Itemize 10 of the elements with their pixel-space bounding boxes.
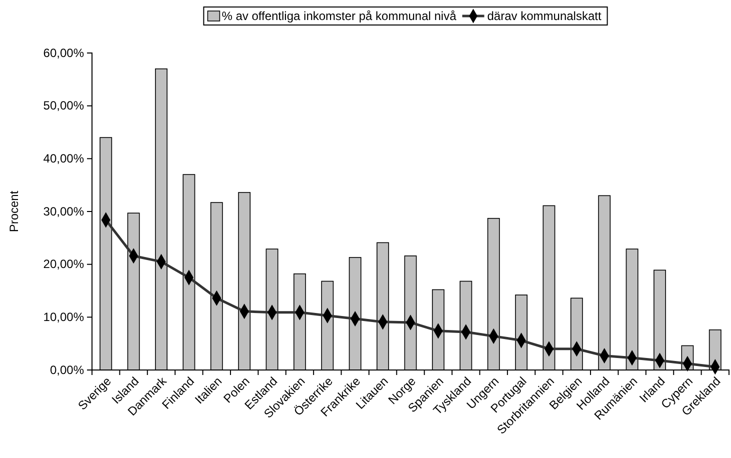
y-tick-label: 60,00%: [43, 46, 84, 60]
legend-label: därav kommunalskatt: [487, 9, 602, 24]
legend-label: % av offentliga inkomster på kommunal nivå: [222, 9, 457, 24]
y-tick-label: 30,00%: [43, 204, 84, 218]
y-tick-label: 10,00%: [43, 310, 84, 324]
y-tick-label: 0,00%: [50, 362, 84, 377]
y-tick-label: 40,00%: [43, 152, 84, 166]
y-tick-label: 20,00%: [43, 257, 84, 272]
y-tick-label: 50,00%: [43, 98, 84, 113]
y-axis-title: Procent: [7, 190, 21, 232]
